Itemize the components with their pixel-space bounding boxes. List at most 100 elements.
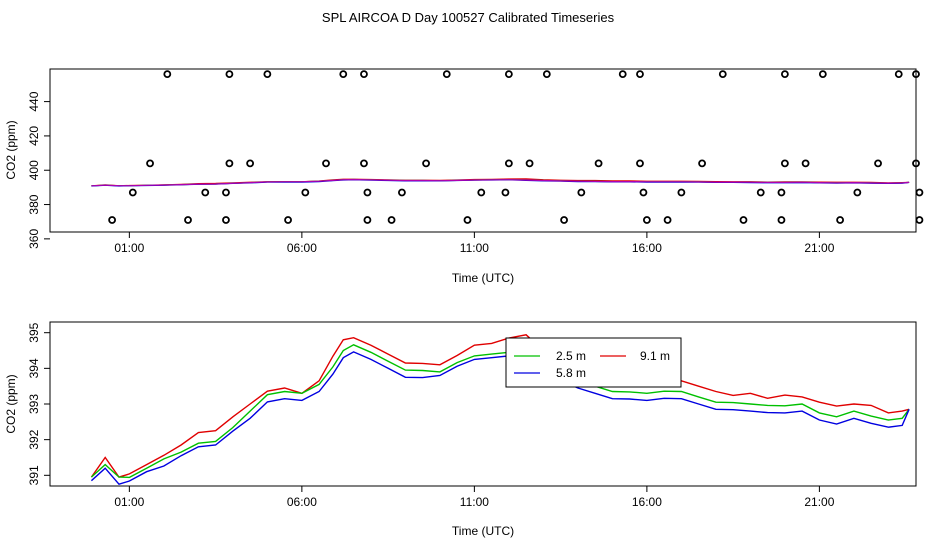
top-x-tick-label: 01:00 bbox=[114, 241, 144, 255]
calibration-point bbox=[718, 70, 727, 79]
top-series-lines bbox=[91, 178, 910, 187]
top-x-tick-label: 16:00 bbox=[632, 241, 662, 255]
calibration-point bbox=[163, 70, 172, 79]
calibration-point bbox=[301, 188, 310, 197]
calibration-point bbox=[222, 216, 230, 224]
calibration-point bbox=[777, 188, 786, 197]
calibration-point bbox=[874, 159, 882, 168]
top-y-tick-label: 420 bbox=[27, 126, 41, 146]
calibration-point bbox=[146, 159, 154, 168]
calibration-point bbox=[284, 216, 292, 224]
series-line-9.1m bbox=[90, 334, 910, 478]
calibration-point bbox=[398, 188, 406, 197]
calibration-point bbox=[636, 159, 644, 168]
top-y-tick-label: 440 bbox=[27, 91, 41, 111]
calibration-point bbox=[222, 188, 230, 197]
calibration-point bbox=[463, 216, 472, 224]
calibration-point bbox=[108, 216, 117, 224]
top-y-tick-label: 400 bbox=[27, 160, 41, 180]
calibration-point bbox=[777, 216, 786, 224]
bottom-x-tick-label: 16:00 bbox=[632, 495, 662, 509]
top-x-tick-label: 06:00 bbox=[287, 241, 317, 255]
legend-label-5.8m: 5.8 m bbox=[556, 366, 586, 380]
calibration-point bbox=[225, 159, 234, 168]
calibration-point bbox=[504, 70, 513, 79]
bottom-x-axis: 01:00 06:00 11:00 16:00 21:00 bbox=[114, 486, 835, 509]
series-line-5.8m bbox=[90, 351, 910, 486]
bottom-y-tick-label: 395 bbox=[27, 322, 41, 342]
calibration-point bbox=[387, 216, 396, 224]
top-y-tick-label: 360 bbox=[27, 229, 41, 249]
top-x-tick-label: 11:00 bbox=[460, 241, 489, 255]
bottom-y-axis: 391 392 393 394 395 bbox=[27, 322, 50, 485]
legend-label-9.1m: 9.1 m bbox=[640, 349, 670, 363]
calibration-point bbox=[442, 70, 451, 79]
calibration-point bbox=[780, 70, 789, 79]
calibration-point bbox=[636, 70, 644, 79]
legend-label-2.5m: 2.5 m bbox=[556, 349, 586, 363]
bottom-y-tick-label: 394 bbox=[27, 358, 41, 378]
calibration-point bbox=[853, 188, 862, 197]
calibration-point bbox=[422, 159, 430, 168]
calibration-point bbox=[577, 188, 586, 197]
calibration-point bbox=[504, 159, 513, 168]
bottom-y-tick-label: 393 bbox=[27, 394, 41, 414]
calibration-point bbox=[477, 188, 486, 197]
calibration-point bbox=[184, 216, 192, 224]
top-x-tick-label: 21:00 bbox=[804, 241, 834, 255]
calibration-point bbox=[677, 188, 686, 197]
calibration-point bbox=[739, 216, 748, 224]
bottom-panel: 391 392 393 394 395 01:00 06:00 11:00 16:00 21:0… bbox=[4, 321, 917, 538]
bottom-ylabel: CO2 (ppm) bbox=[4, 374, 18, 433]
top-panel: 360 380 400 420 440 01:00 06:00 11:00 16:00 21:0… bbox=[4, 68, 924, 285]
calibration-point bbox=[560, 216, 568, 224]
top-ambient-line bbox=[91, 178, 910, 187]
calibration-point bbox=[639, 188, 648, 197]
top-x-axis: 01:00 06:00 11:00 16:00 21:00 bbox=[114, 232, 835, 255]
top-ylabel: CO2 (ppm) bbox=[4, 120, 18, 179]
calibration-point bbox=[915, 216, 924, 224]
top-y-axis: 360 380 400 420 440 bbox=[27, 91, 50, 249]
legend-box bbox=[505, 337, 682, 388]
calibration-point bbox=[322, 159, 330, 168]
top-y-tick-label: 380 bbox=[27, 194, 41, 214]
calibration-point bbox=[501, 188, 510, 197]
calibration-point bbox=[339, 70, 348, 79]
top-calibration-points bbox=[108, 70, 924, 224]
calibration-point bbox=[263, 70, 272, 79]
bottom-series-lines bbox=[90, 334, 910, 486]
bottom-xlabel: Time (UTC) bbox=[452, 524, 514, 538]
calibration-point bbox=[915, 188, 924, 197]
calibration-point bbox=[698, 159, 706, 168]
bottom-x-tick-label: 21:00 bbox=[804, 495, 834, 509]
top-plot-box bbox=[49, 68, 917, 233]
calibration-point bbox=[201, 188, 210, 197]
bottom-x-tick-label: 01:00 bbox=[114, 495, 144, 509]
bottom-x-tick-label: 06:00 bbox=[287, 495, 317, 509]
calibration-point bbox=[912, 70, 920, 79]
top-xlabel: Time (UTC) bbox=[452, 271, 514, 285]
calibration-point bbox=[128, 188, 137, 197]
calibration-point bbox=[594, 159, 603, 168]
calibration-point bbox=[360, 159, 368, 168]
calibration-point bbox=[642, 216, 651, 224]
calibration-point bbox=[225, 70, 234, 79]
calibration-point bbox=[542, 70, 551, 79]
calibration-point bbox=[780, 159, 789, 168]
calibration-point bbox=[618, 70, 627, 79]
calibration-point bbox=[525, 159, 534, 168]
calibration-point bbox=[363, 216, 372, 224]
calibration-point bbox=[801, 159, 810, 168]
calibration-point bbox=[360, 70, 368, 79]
calibration-point bbox=[756, 188, 765, 197]
legend: 2.5 m 9.1 m 5.8 m bbox=[505, 337, 682, 388]
calibration-point bbox=[818, 70, 827, 79]
calibration-point bbox=[836, 216, 844, 224]
calibration-point bbox=[894, 70, 903, 79]
calibration-point bbox=[663, 216, 672, 224]
bottom-plot-box bbox=[49, 321, 917, 487]
bottom-x-tick-label: 11:00 bbox=[460, 495, 489, 509]
calibration-point bbox=[246, 159, 255, 168]
bottom-y-tick-label: 392 bbox=[27, 429, 41, 449]
